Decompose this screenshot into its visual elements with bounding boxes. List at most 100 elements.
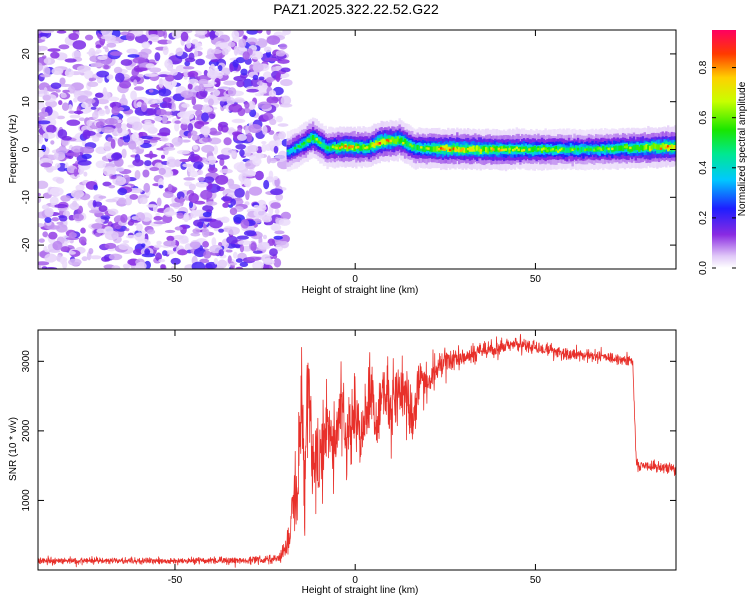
noise-blob [69, 114, 81, 119]
ridge-cell [557, 145, 560, 152]
noise-blob [209, 219, 223, 229]
ridge-cell [652, 143, 655, 149]
ridge-cell [521, 146, 524, 152]
noise-blob [148, 139, 158, 143]
ridge-cell [420, 145, 423, 152]
ridge-cell [412, 144, 416, 150]
ridge-cell [607, 147, 610, 151]
ridge-cell [301, 142, 304, 146]
ridge-cell [526, 147, 529, 153]
noise-blob [153, 215, 163, 221]
ridge-cell [661, 143, 664, 149]
noise-blob [58, 44, 70, 50]
noise-blob [46, 124, 57, 134]
noise-blob [246, 30, 259, 35]
ridge-cell [310, 135, 313, 142]
noise-blob [158, 258, 166, 263]
ridge-cell [486, 148, 490, 154]
ridge-cell [456, 149, 459, 152]
ridge-cell [553, 146, 556, 152]
noise-blob [223, 137, 232, 146]
noise-blob [214, 77, 221, 88]
ridge-cell [508, 147, 511, 151]
noise-blob [97, 109, 106, 117]
ridge-cell [420, 146, 423, 149]
ridge-cell [445, 144, 448, 150]
noise-blob [183, 212, 189, 220]
ridge-cell [600, 148, 603, 151]
ridge-cell [499, 149, 502, 152]
noise-blob [208, 155, 217, 166]
ridge-cell [535, 146, 538, 153]
noise-blob [86, 51, 100, 55]
noise-blob [108, 184, 116, 189]
noise-blob [248, 123, 262, 134]
noise-blob [171, 30, 183, 39]
ridge-cell [466, 147, 470, 151]
noise-blob [41, 30, 55, 34]
noise-blob [94, 92, 104, 98]
ridge-cell [299, 145, 302, 149]
ridge-cell [353, 145, 356, 152]
noise-blob [268, 89, 277, 97]
noise-blob [198, 218, 213, 222]
y-tick-label: -20 [21, 237, 32, 252]
noise-blob [105, 107, 111, 115]
ridge-cell [297, 145, 300, 148]
noise-blob [165, 211, 178, 216]
ridge-cell [366, 146, 369, 149]
noise-blob [95, 44, 102, 49]
noise-blob [195, 58, 206, 66]
ridge-cell [674, 145, 676, 151]
noise-blob [271, 66, 277, 73]
ridge-cell [346, 145, 349, 152]
ridge-cell [452, 147, 455, 150]
noise-blob [183, 177, 196, 181]
noise-blob [252, 63, 264, 73]
ridge-cell [557, 150, 560, 153]
noise-blob [208, 127, 218, 135]
noise-blob [106, 42, 117, 48]
ridge-cell [481, 146, 484, 152]
noise-blob [46, 167, 54, 173]
ridge-cell [398, 138, 401, 144]
noise-blob [58, 215, 68, 222]
noise-blob [38, 265, 42, 269]
ridge-cell [596, 147, 600, 150]
ridge-cell [492, 145, 495, 151]
noise-blob [153, 244, 163, 248]
ridge-cell [501, 148, 504, 152]
noise-blob [40, 36, 47, 40]
x-tick-label: -50 [168, 274, 183, 285]
ridge-cell [539, 146, 542, 152]
ridge-cell [306, 139, 309, 142]
ridge-cell [602, 147, 605, 150]
ridge-cell [546, 149, 549, 152]
ridge-cell [414, 145, 418, 151]
noise-blob [89, 209, 102, 214]
noise-blob [153, 116, 163, 122]
noise-blob [94, 232, 101, 238]
noise-blob [140, 143, 152, 149]
noise-blob [236, 235, 249, 240]
noise-blob [60, 246, 71, 253]
noise-blob [198, 83, 205, 93]
noise-blob [275, 115, 283, 123]
ridge-cell [495, 146, 499, 152]
noise-blob [193, 219, 203, 227]
noise-blob [247, 100, 256, 111]
noise-blob [61, 136, 72, 141]
noise-blob [132, 57, 146, 64]
noise-blob [158, 78, 164, 89]
ridge-cell [328, 146, 331, 152]
y-tick-label: 2000 [21, 419, 32, 442]
ridge-cell [470, 148, 473, 151]
noise-blob [97, 55, 108, 60]
noise-blob [92, 111, 99, 120]
ridge-cell [580, 146, 583, 153]
noise-blob [95, 121, 105, 129]
ridge-cell [576, 147, 580, 151]
noise-blob [255, 152, 265, 159]
ridge-cell [506, 146, 509, 152]
ridge-cell [533, 145, 537, 152]
